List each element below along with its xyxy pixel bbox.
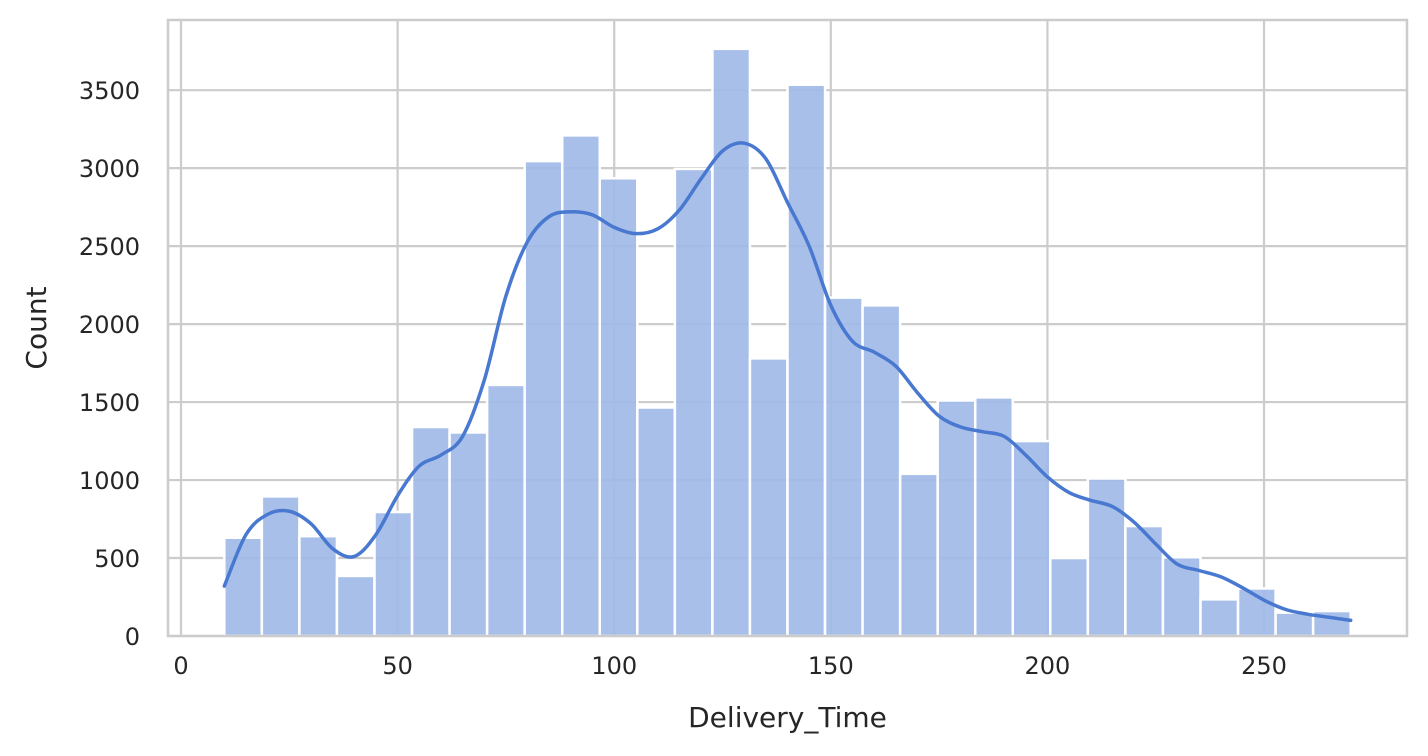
y-tick-label: 3000: [79, 155, 140, 183]
kde-curve-group: [222, 141, 1353, 623]
histogram-bar: [1199, 598, 1240, 638]
x-tick-label: 250: [1241, 652, 1287, 680]
kde-line: [222, 141, 1353, 623]
x-axis-label: Delivery_Time: [688, 701, 887, 734]
histogram-bar: [1274, 611, 1315, 638]
histogram-bars: [223, 47, 1352, 638]
histogram-bar: [335, 574, 376, 638]
y-tick-label: 1000: [79, 467, 140, 495]
x-tick-label: 100: [591, 652, 637, 680]
histogram-bar: [223, 536, 264, 638]
y-tick-label: 2500: [79, 233, 140, 261]
histogram-bar: [786, 83, 827, 638]
y-tick-label: 500: [94, 545, 140, 573]
histogram-bar: [636, 406, 677, 638]
y-tick-label: 1500: [79, 389, 140, 417]
histogram-bar: [1124, 524, 1165, 638]
histogram-bar: [298, 534, 339, 638]
histogram-bar: [861, 304, 902, 638]
y-tick-label: 2000: [79, 311, 140, 339]
y-tick-label: 3500: [79, 77, 140, 105]
x-axis-ticks: 0 50 100 150 200 250: [173, 652, 1287, 680]
histogram-bar: [898, 472, 939, 638]
histogram-bar: [523, 159, 564, 638]
histogram-bar: [823, 296, 864, 638]
histogram-bar: [748, 357, 789, 638]
x-tick-label: 150: [808, 652, 854, 680]
histogram-bar: [1011, 439, 1052, 638]
histogram-bar: [711, 47, 752, 638]
histogram-bar: [936, 399, 977, 638]
histogram-bar: [260, 495, 301, 638]
histogram-bar: [448, 431, 489, 638]
y-axis-label: Count: [20, 286, 53, 369]
x-tick-label: 50: [382, 652, 413, 680]
histogram-bar: [1049, 556, 1090, 638]
plot-frame: [166, 18, 1409, 638]
histogram-bar: [598, 177, 639, 638]
histogram-bar: [673, 167, 714, 638]
y-axis-ticks: 0 500 1000 1500 2000 2500 3000 3500: [79, 77, 140, 651]
histogram-bar: [1311, 609, 1352, 638]
x-tick-label: 0: [173, 652, 188, 680]
x-tick-label: 200: [1025, 652, 1071, 680]
y-tick-label: 0: [125, 623, 140, 651]
histogram-bar: [485, 383, 526, 638]
